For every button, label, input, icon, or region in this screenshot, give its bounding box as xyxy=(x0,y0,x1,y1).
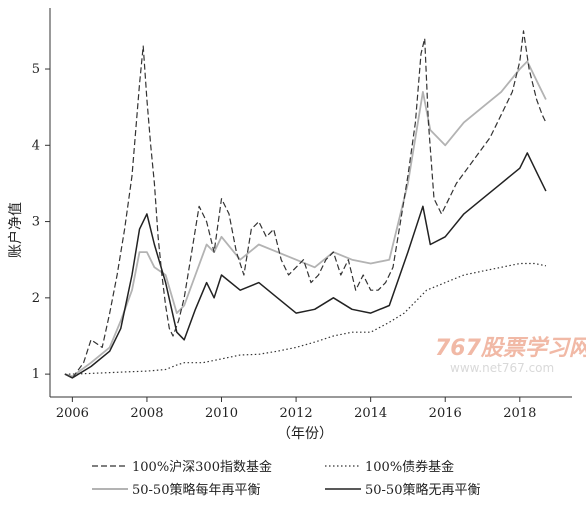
watermark: 767股票学习网 www.net767.com xyxy=(435,335,586,375)
plot-frame xyxy=(49,8,572,398)
legend-label-bond: 100%债券基金 xyxy=(365,459,454,475)
y-tick-label: 2 xyxy=(32,291,40,306)
legend-label-no-rebalance: 50-50策略无再平衡 xyxy=(365,482,480,498)
legend: 100%沪深300指数基金 100%债券基金 50-50策略每年再平衡 50-5… xyxy=(92,459,480,498)
x-axis-title: （年份） xyxy=(277,426,333,442)
series-layer xyxy=(64,30,547,379)
legend-item-rebalance: 50-50策略每年再平衡 xyxy=(92,482,260,498)
legend-item-no-rebalance: 50-50策略无再平衡 xyxy=(325,482,480,498)
legend-item-csi300: 100%沪深300指数基金 xyxy=(92,459,272,475)
y-tick-label: 1 xyxy=(32,367,40,382)
legend-label-rebalance: 50-50策略每年再平衡 xyxy=(132,482,260,498)
watermark-main: 767股票学习网 xyxy=(435,335,586,361)
series-line-bond xyxy=(64,262,547,375)
series-line-no-rebalance xyxy=(64,152,547,379)
y-axis-title: 账户净值 xyxy=(7,202,24,258)
legend-label-csi300: 100%沪深300指数基金 xyxy=(132,459,272,475)
x-tick-label: 2018 xyxy=(503,406,536,421)
x-tick-label: 2016 xyxy=(429,406,462,421)
y-tick-label: 4 xyxy=(32,138,40,153)
y-ticks: 1 2 3 4 5 xyxy=(32,62,50,382)
x-tick-label: 2008 xyxy=(130,406,163,421)
series-line-rebalance xyxy=(64,60,547,378)
y-tick-label: 3 xyxy=(32,215,40,230)
x-ticks: 2006 2008 2010 2012 2014 2016 2018 xyxy=(56,397,536,421)
x-tick-label: 2010 xyxy=(205,406,238,421)
legend-item-bond: 100%债券基金 xyxy=(325,459,454,475)
series-line-csi300 xyxy=(64,30,547,379)
x-tick-label: 2006 xyxy=(56,406,89,421)
y-tick-label: 5 xyxy=(32,62,40,77)
x-tick-label: 2014 xyxy=(354,406,387,421)
x-tick-label: 2012 xyxy=(280,406,313,421)
watermark-sub: www.net767.com xyxy=(450,361,554,375)
